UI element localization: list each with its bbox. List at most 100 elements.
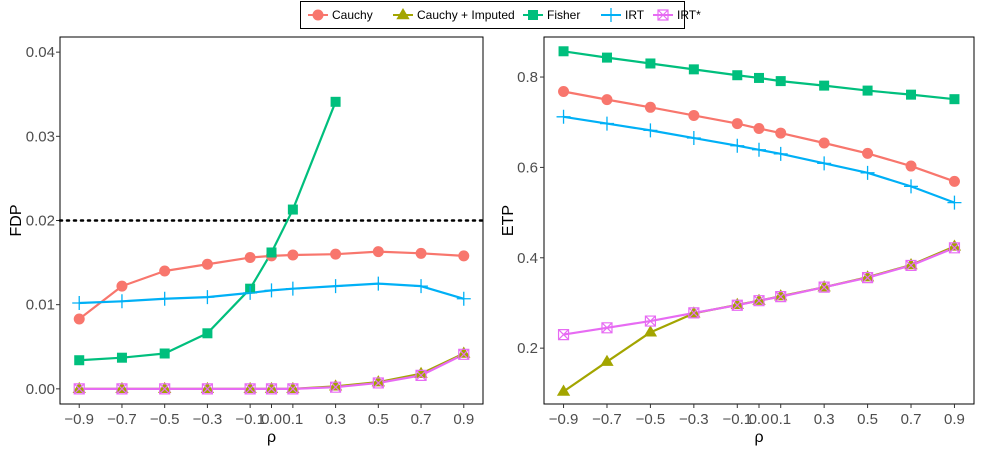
point-irt [414, 279, 429, 294]
point-cauchy-imputed [328, 379, 343, 391]
point-irt [557, 328, 570, 341]
x-tick-label: 0.5 [857, 411, 878, 428]
x-tick-label: −0.9 [549, 411, 579, 428]
point-fisher [754, 72, 764, 83]
point-irt [244, 383, 256, 395]
series-line-fisher [79, 101, 337, 362]
x-tick-label: 0.7 [411, 411, 432, 428]
point-irt [861, 272, 874, 284]
point-irt [114, 294, 129, 309]
point-cauchy [287, 249, 299, 261]
point-cauchy-imputed [600, 354, 614, 366]
point-cauchy [948, 175, 960, 187]
point-irt [775, 291, 787, 303]
panel-fdp: 0.00 0.01 0.02 0.03 0.04 −0.9 −0.7 −0.5 −0.3 −0.1… [8, 36, 485, 446]
point-irt [905, 259, 917, 272]
x-tick-label: −0.7 [107, 411, 137, 428]
y-tick-label: 0.2 [517, 340, 538, 357]
point-irt [753, 295, 765, 307]
legend-marker [312, 9, 324, 21]
point-cauchy-imputed [752, 293, 766, 305]
series-line-irt [563, 246, 955, 336]
point-irt [371, 276, 386, 291]
legend: Cauchy Cauchy + Imputed Fisher IRT IRT* [300, 1, 701, 29]
point-cauchy-imputed [200, 381, 215, 394]
point-irt [159, 383, 171, 395]
point-cauchy [601, 94, 613, 106]
point-cauchy [818, 137, 830, 149]
point-irt [415, 369, 427, 381]
point-irt [285, 281, 300, 296]
legend-key-circle-icon [308, 9, 328, 21]
y-tick-label: 0.03 [26, 128, 55, 145]
point-irt [264, 283, 279, 298]
x-tick-label: −0.5 [636, 411, 666, 428]
y-tick-label: 0.8 [517, 69, 538, 86]
point-cauchy-imputed [457, 346, 471, 358]
point-cauchy-imputed [414, 366, 428, 378]
x-tick-label: −0.3 [679, 411, 709, 428]
point-cauchy-imputed [556, 384, 571, 396]
point-fisher [862, 85, 873, 96]
x-tick-label: 0.0 [749, 411, 770, 428]
legend-label: Cauchy [332, 8, 373, 22]
legend-label: IRT* [677, 8, 701, 22]
point-fisher [688, 64, 699, 75]
point-fisher [116, 352, 127, 363]
point-irt [731, 299, 743, 311]
x-tick-label: 0.7 [901, 411, 922, 428]
legend-key-triangle-icon [393, 8, 413, 20]
point-cauchy [905, 160, 917, 172]
point-irt [860, 165, 875, 180]
point-irt [948, 242, 961, 254]
point-cauchy-imputed [860, 270, 875, 282]
legend-label: Fisher [547, 8, 581, 22]
point-fisher [732, 70, 743, 81]
point-cauchy [731, 118, 743, 130]
point-cauchy [73, 313, 85, 325]
point-irt [643, 123, 658, 138]
y-tick-label: 0.00 [26, 381, 55, 398]
y-tick-label: 0.02 [26, 213, 55, 230]
x-tick-label: 0.9 [453, 411, 474, 428]
point-irt [243, 285, 258, 300]
point-cauchy [688, 109, 700, 121]
point-cauchy [330, 248, 342, 260]
point-fisher [645, 58, 656, 69]
point-irt [947, 195, 962, 210]
point-irt [686, 131, 701, 146]
y-axis-label: ETP [500, 205, 517, 236]
x-tick-label: −0.5 [150, 411, 180, 428]
point-irt [287, 383, 299, 395]
point-irt [329, 381, 342, 393]
legend-key-square-icon [523, 10, 543, 20]
point-irt [688, 307, 700, 319]
point-cauchy [116, 280, 128, 292]
point-cauchy [862, 147, 874, 159]
legend-marker [528, 10, 538, 20]
y-tick-label: 0.01 [26, 297, 55, 314]
point-irt [644, 315, 657, 327]
point-cauchy-imputed [371, 375, 385, 387]
x-tick-label: −0.9 [64, 411, 94, 428]
point-fisher [266, 247, 277, 258]
legend-marker [657, 9, 669, 21]
point-irt [372, 377, 384, 389]
point-irt [599, 116, 614, 131]
legend-label: Cauchy + Imputed [417, 8, 515, 22]
series-line-cauchy [563, 90, 955, 183]
legend-key-plus-icon [601, 8, 621, 22]
point-cauchy-imputed [730, 297, 744, 309]
point-cauchy-imputed [687, 306, 701, 318]
x-tick-label: 0.1 [282, 411, 303, 428]
point-fisher [949, 94, 960, 105]
point-fisher [74, 355, 85, 366]
x-tick-label: 0.3 [814, 411, 835, 428]
point-fisher [775, 76, 786, 87]
point-cauchy-imputed [72, 381, 86, 394]
legend-item: IRT [600, 2, 644, 28]
legend-item: Cauchy [307, 2, 373, 28]
y-axis-label: FDP [8, 205, 25, 237]
point-cauchy-imputed [243, 381, 257, 394]
